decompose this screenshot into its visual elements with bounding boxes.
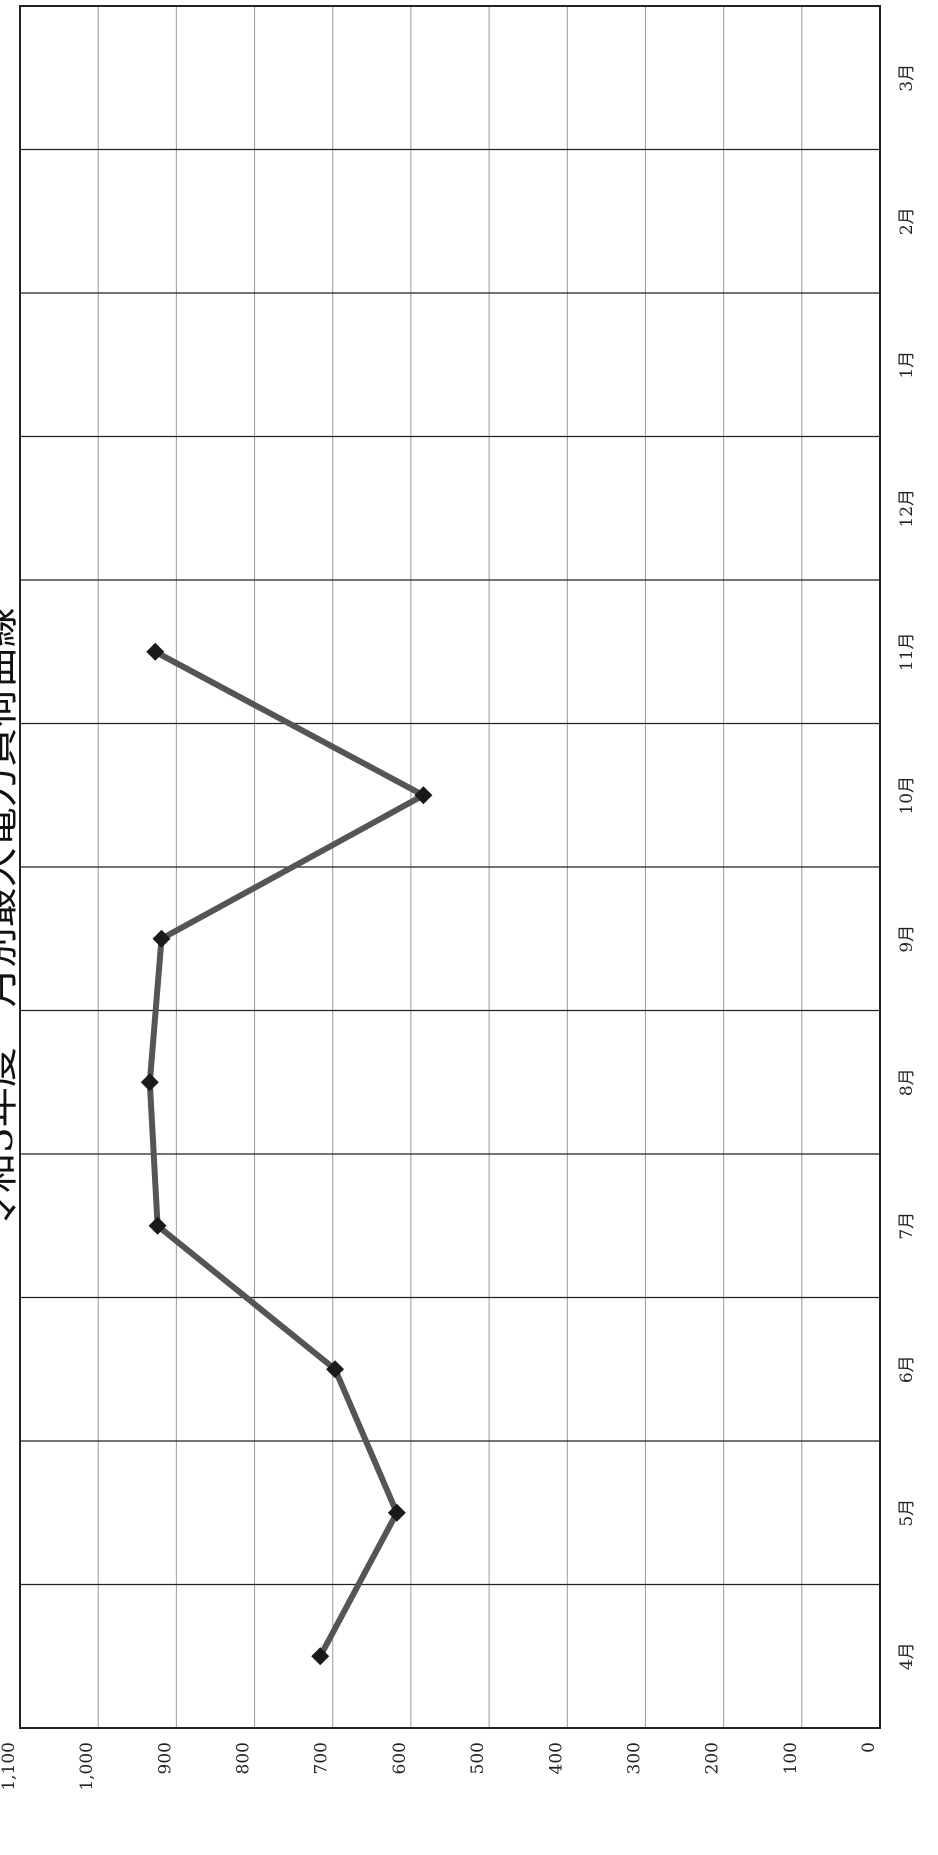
value-tick-label: 1,000 [77,1742,97,1791]
value-tick-label: 700 [312,1742,332,1774]
data-point-marker [146,642,165,661]
value-tick-label: 500 [468,1742,488,1774]
value-tick-label: 600 [390,1742,410,1774]
label-layer: 0 100 200 300 400 500 600 700 800 900 1,000 1,100 4月… [0,64,917,1791]
value-tick-label: 1,100 [0,1742,19,1791]
value-tick-label: 0 [859,1742,879,1753]
data-point-marker [152,929,171,948]
value-tick-label: 900 [155,1742,175,1774]
series-layer [140,642,433,1666]
data-point-marker [414,786,433,805]
data-point-marker [326,1360,345,1379]
category-tick-label: 5月 [897,1499,917,1527]
category-tick-label: 2月 [897,207,917,235]
value-tick-label: 300 [624,1742,644,1774]
grid-layer [20,6,880,1728]
data-point-marker [311,1647,330,1666]
category-tick-label: 8月 [897,1068,917,1096]
category-tick-label: 6月 [897,1355,917,1383]
category-tick-label: 1月 [897,351,917,379]
value-tick-label: 100 [781,1742,801,1774]
category-tick-label: 7月 [897,1212,917,1240]
chart-title: 令和3年度 月別最大電力負荷曲線 [0,607,22,1232]
data-point-marker [140,1073,159,1092]
value-tick-label: 400 [546,1742,566,1774]
category-tick-label: 9月 [897,925,917,953]
value-tick-label: 800 [234,1742,254,1774]
data-point-marker [387,1503,406,1522]
value-tick-label: 200 [703,1742,723,1774]
category-tick-label: 11月 [897,632,917,671]
category-tick-label: 12月 [897,489,917,528]
plot-frame [19,5,881,1729]
category-tick-label: 4月 [897,1642,917,1670]
category-tick-label: 3月 [897,64,917,92]
data-point-marker [148,1216,167,1235]
series-line [146,649,427,1658]
category-tick-label: 10月 [897,776,917,815]
